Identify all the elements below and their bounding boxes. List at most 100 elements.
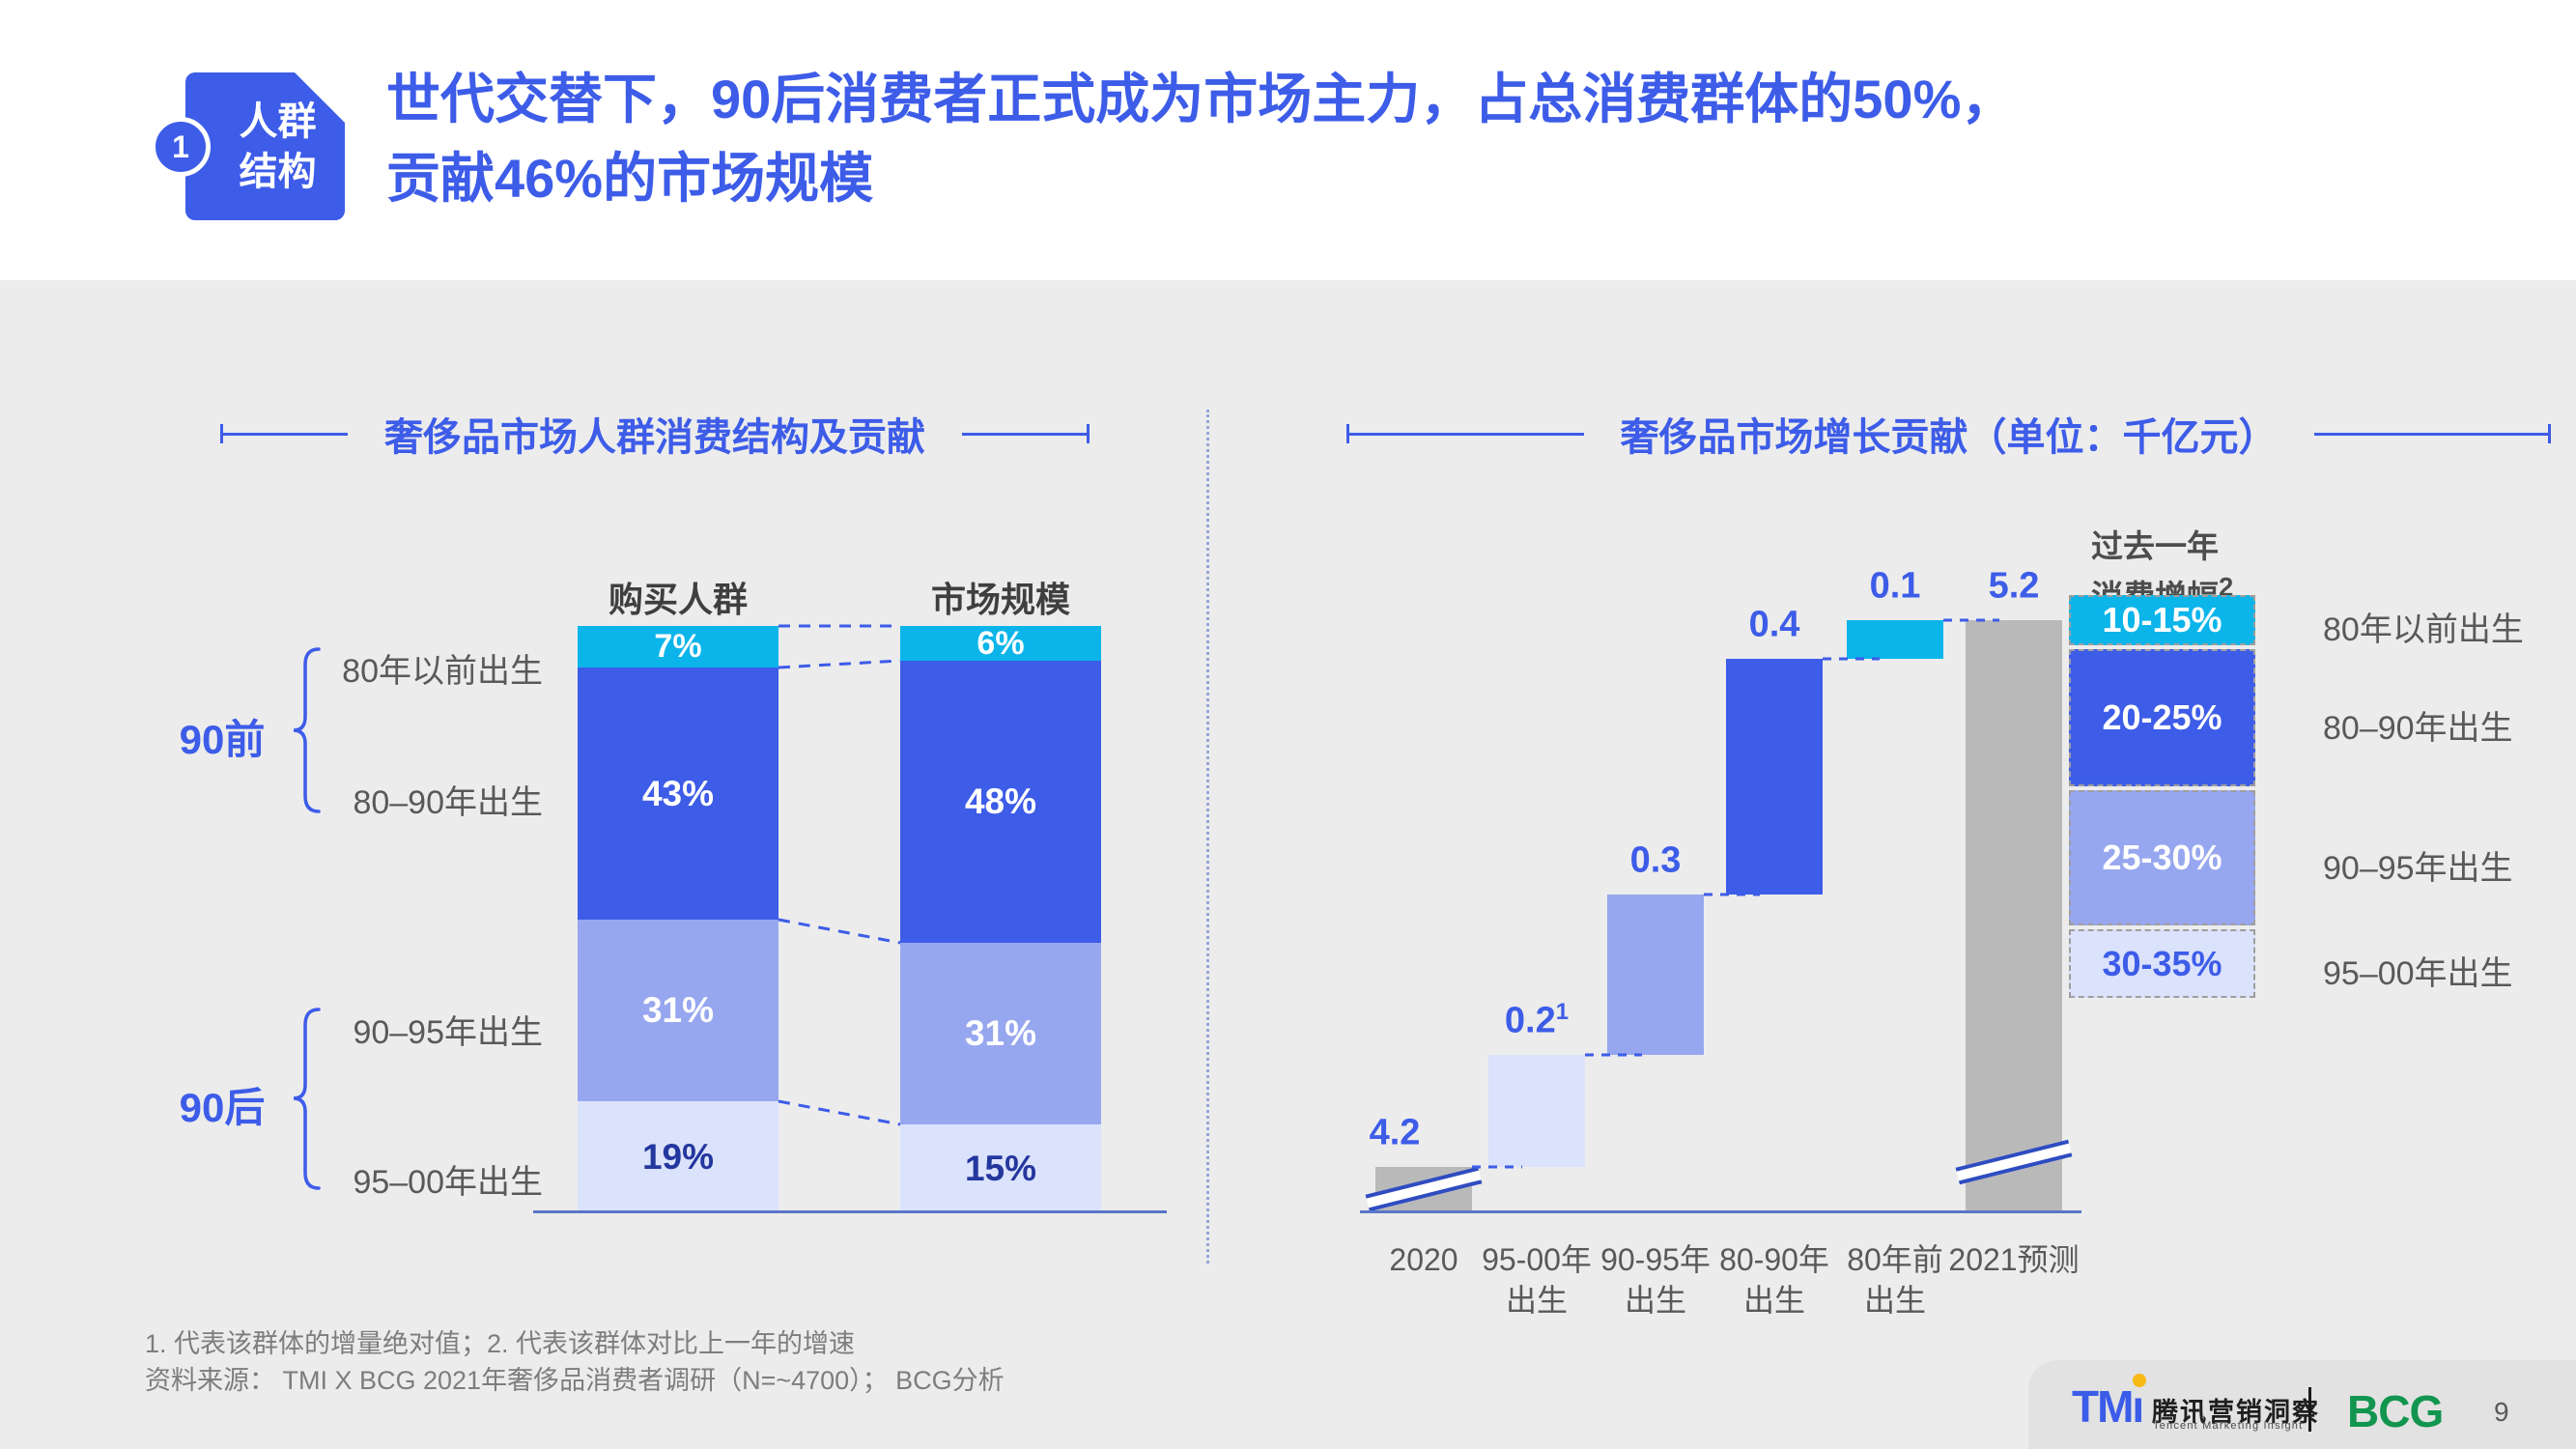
bcg-logo: BCG bbox=[2347, 1386, 2444, 1436]
xaxis-80-90-line1: 80-90年 bbox=[1719, 1242, 1829, 1277]
legend-box-25-30: 25-30% bbox=[2069, 790, 2255, 925]
waterfall-bar-80-90 bbox=[1726, 659, 1823, 895]
xaxis-pre80-line2: 出生 bbox=[1863, 1283, 1926, 1318]
left-title-line-right bbox=[962, 432, 1087, 436]
waterfall-bar-2021 bbox=[1966, 620, 2062, 1212]
slide-title: 世代交替下，90后消费者正式成为市场主力，占总消费群体的50%， 贡献46%的市… bbox=[386, 60, 2015, 218]
badge-number: 1 bbox=[172, 128, 189, 164]
xaxis-label-95-00: 95-00年 出生 bbox=[1459, 1239, 1614, 1321]
right-title-tick-right bbox=[2548, 424, 2551, 443]
vertical-dotted-divider bbox=[1206, 410, 1209, 1264]
footnotes: 1. 代表该群体的增量绝对值；2. 代表该群体对比上一年的增速 资料来源： TM… bbox=[145, 1325, 1005, 1399]
left-title-tick-right bbox=[1087, 424, 1090, 443]
value-label-95-00: 0.21 bbox=[1479, 999, 1595, 1042]
row-label-95-00: 95–00年出生 bbox=[353, 1164, 543, 1201]
left-section-title-text: 奢侈品市场人群消费结构及贡献 bbox=[384, 416, 925, 459]
xaxis-label-90-95: 90-95年 出生 bbox=[1578, 1239, 1733, 1321]
right-title-line-left bbox=[1349, 432, 1584, 436]
legend-box-20-25: 20-25% bbox=[2069, 649, 2255, 786]
segment-95-00-market: 15% bbox=[900, 1124, 1101, 1212]
value-label-2021: 5.2 bbox=[1956, 564, 2072, 608]
badge-number-circle: 1 bbox=[151, 117, 211, 177]
badge-label-line2: 结构 bbox=[239, 150, 317, 193]
right-title-tick-left bbox=[1346, 424, 1349, 443]
value-95-00-sup: 1 bbox=[1555, 999, 1570, 1025]
value-label-2020: 4.2 bbox=[1337, 1111, 1453, 1154]
left-section-title: 奢侈品市场人群消费结构及贡献 bbox=[220, 406, 1090, 462]
stacked-bar-market: 6% 48% 31% 15% bbox=[900, 625, 1101, 1212]
waterfall-bar-pre80 bbox=[1847, 620, 1943, 659]
page-number: 9 bbox=[2494, 1397, 2509, 1427]
segment-90-95-buyers: 31% bbox=[578, 920, 778, 1101]
segment-pre80-buyers: 7% bbox=[578, 626, 778, 668]
right-title-line-right bbox=[2313, 432, 2548, 436]
badge-label: 人群 结构 bbox=[211, 97, 345, 197]
footnote-source: 资料来源： TMI X BCG 2021年奢侈品消费者调研（N=~4700）； … bbox=[145, 1366, 1005, 1395]
xaxis-90-95-line1: 90-95年 bbox=[1600, 1242, 1711, 1277]
value-2021: 5.2 bbox=[1988, 565, 2040, 607]
row-label-pre80: 80年以前出生 bbox=[342, 653, 543, 690]
group-label-post90: 90后 bbox=[179, 1085, 266, 1130]
left-chart-axis bbox=[533, 1210, 1167, 1213]
value-pre80: 0.1 bbox=[1869, 565, 1921, 607]
section-number-badge: 人群 结构 bbox=[185, 72, 345, 220]
tmi-logo-i: ı bbox=[2132, 1374, 2147, 1432]
xaxis-label-pre80: 80年前出生 bbox=[1818, 1239, 1972, 1321]
group-label-pre90: 90前 bbox=[179, 717, 266, 762]
waterfall-bar-90-95 bbox=[1607, 895, 1704, 1055]
tmi-chinese-name: 腾讯营销洞察 bbox=[2152, 1398, 2320, 1427]
segment-95-00-buyers: 19% bbox=[578, 1101, 778, 1212]
right-chart-axis bbox=[1360, 1210, 2081, 1213]
legend-label-80-90: 80–90年出生 bbox=[2323, 710, 2513, 747]
value-2020: 4.2 bbox=[1369, 1112, 1421, 1153]
value-label-80-90: 0.4 bbox=[1716, 603, 1832, 646]
tmi-logo: TMı bbox=[2072, 1374, 2147, 1429]
right-section-title: 奢侈品市场增长贡献（单位：千亿元） bbox=[1346, 406, 2551, 462]
xaxis-label-80-90: 80-90年 出生 bbox=[1697, 1239, 1852, 1321]
tmi-logo-dot-icon bbox=[2133, 1374, 2147, 1387]
legend-header-sup: 2 bbox=[2219, 572, 2234, 602]
stacked-bar-buyers: 7% 43% 31% 19% bbox=[578, 626, 778, 1212]
xaxis-pre80-line1: 80年前 bbox=[1847, 1242, 1943, 1277]
xaxis-label-2021: 2021预测 bbox=[1937, 1239, 2091, 1280]
xaxis-label-2020: 2020 bbox=[1346, 1239, 1501, 1280]
right-section-title-text: 奢侈品市场增长贡献（单位：千亿元） bbox=[1620, 416, 2278, 459]
value-90-95: 0.3 bbox=[1629, 839, 1682, 881]
column-header-buyers: 购买人群 bbox=[608, 580, 748, 619]
legend-label-pre80: 80年以前出生 bbox=[2323, 611, 2524, 648]
legend-box-10-15: 10-15% bbox=[2069, 595, 2255, 645]
xaxis-90-95-line2: 出生 bbox=[1624, 1283, 1686, 1318]
segment-pre80-market: 6% bbox=[900, 625, 1101, 662]
tmi-logo-i-glyph: ı bbox=[2132, 1381, 2144, 1432]
value-95-00: 0.2 bbox=[1504, 1000, 1556, 1041]
footer-panel: TMı 腾讯营销洞察 Tencent Marketing Insight BCG… bbox=[2028, 1360, 2576, 1449]
value-80-90: 0.4 bbox=[1748, 604, 1800, 645]
segment-80-90-buyers: 43% bbox=[578, 668, 778, 920]
segment-90-95-market: 31% bbox=[900, 943, 1101, 1124]
row-label-80-90: 80–90年出生 bbox=[353, 784, 543, 821]
left-title-line-left bbox=[223, 432, 348, 436]
tmi-logo-tm: TM bbox=[2072, 1381, 2134, 1432]
xaxis-95-00-line1: 95-00年 bbox=[1482, 1242, 1592, 1277]
xaxis-2020-line1: 2020 bbox=[1389, 1242, 1458, 1277]
footnote-line1: 1. 代表该群体的增量绝对值；2. 代表该群体对比上一年的增速 bbox=[145, 1329, 856, 1358]
value-label-pre80: 0.1 bbox=[1837, 564, 1953, 608]
left-title-tick-left bbox=[220, 424, 223, 443]
legend-box-30-35: 30-35% bbox=[2069, 929, 2255, 998]
column-header-market: 市场规模 bbox=[930, 580, 1070, 619]
xaxis-80-90-line2: 出生 bbox=[1742, 1283, 1805, 1318]
slide-title-line2: 贡献46%的市场规模 bbox=[386, 148, 874, 209]
xaxis-2021-line1: 2021预测 bbox=[1948, 1242, 2080, 1277]
value-label-90-95: 0.3 bbox=[1598, 838, 1713, 882]
badge-label-line1: 人群 bbox=[239, 99, 317, 143]
segment-80-90-market: 48% bbox=[900, 661, 1101, 943]
xaxis-95-00-line2: 出生 bbox=[1505, 1283, 1568, 1318]
waterfall-bar-95-00 bbox=[1488, 1055, 1585, 1167]
row-label-90-95: 90–95年出生 bbox=[353, 1014, 543, 1051]
legend-label-95-00: 95–00年出生 bbox=[2323, 955, 2513, 992]
tmi-english-name: Tencent Marketing Insight bbox=[2153, 1420, 2304, 1432]
slide-title-line1: 世代交替下，90后消费者正式成为市场主力，占总消费群体的50%， bbox=[386, 69, 2016, 129]
footer-divider bbox=[2308, 1387, 2311, 1432]
legend-label-90-95: 90–95年出生 bbox=[2323, 850, 2513, 887]
